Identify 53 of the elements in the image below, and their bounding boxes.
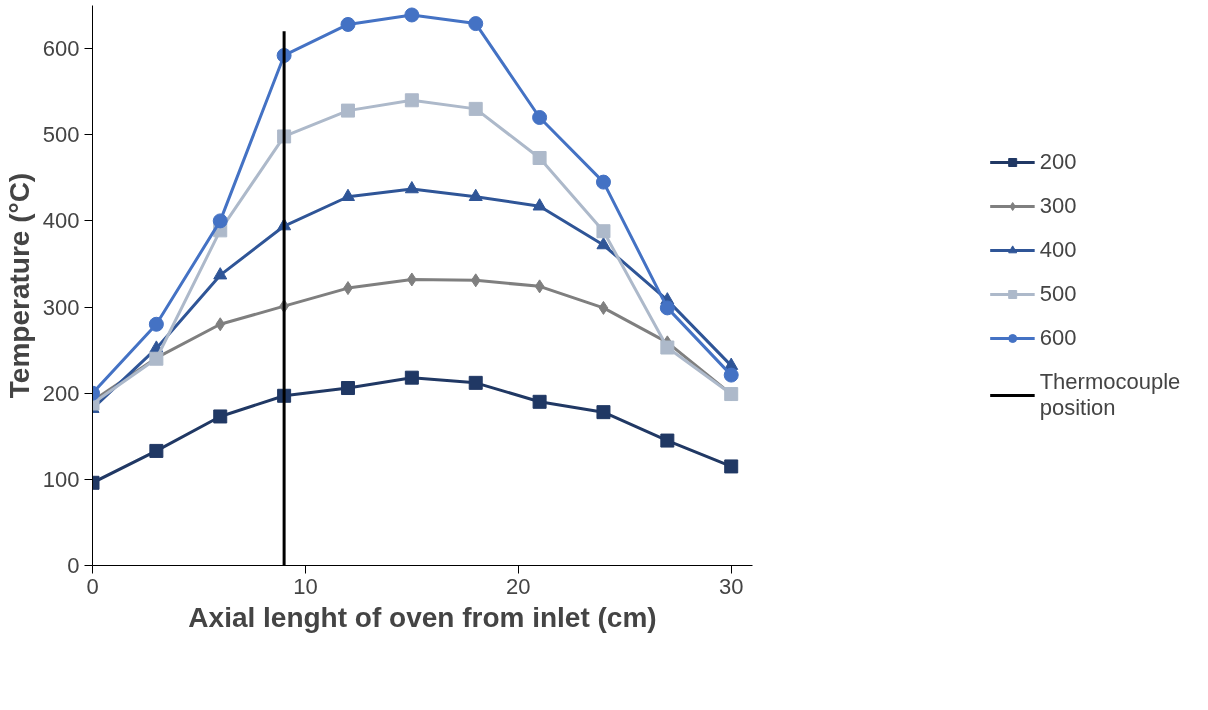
point [404, 181, 419, 194]
x-axis-title: Axial lenght of oven from inlet (cm) [188, 601, 657, 633]
point [534, 279, 545, 294]
point [596, 405, 611, 420]
point [468, 101, 483, 116]
y-tick-label: 600 [42, 36, 80, 62]
point [212, 213, 228, 229]
legend-label: Thermocouple position [1039, 369, 1181, 421]
point [404, 370, 419, 385]
point [660, 433, 675, 448]
point [659, 300, 675, 316]
point [723, 367, 739, 383]
x-tick-label: 0 [86, 573, 99, 599]
y-tick-label: 300 [42, 294, 80, 320]
point [149, 443, 164, 458]
point [532, 394, 547, 409]
y-tick-label: 200 [42, 380, 80, 406]
legend-label: 500 [1039, 281, 1077, 307]
point [595, 174, 611, 190]
point [340, 103, 355, 118]
point [596, 237, 611, 250]
legend-label: 200 [1039, 149, 1077, 175]
point [532, 198, 547, 211]
legend-label: 300 [1039, 193, 1077, 219]
point [213, 267, 228, 280]
y-tick-label: 100 [42, 466, 80, 492]
point [468, 16, 484, 32]
x-tick-label: 10 [293, 573, 318, 599]
point [148, 316, 164, 332]
point [596, 224, 611, 239]
point [213, 409, 228, 424]
point [470, 273, 481, 288]
legend-label: 600 [1039, 325, 1077, 351]
y-tick-label: 500 [42, 122, 80, 148]
point [468, 375, 483, 390]
x-tick-label: 20 [506, 573, 531, 599]
point [532, 150, 547, 165]
point [340, 188, 355, 202]
point [598, 300, 609, 315]
point [340, 16, 356, 32]
y-tick-label: 0 [67, 553, 80, 578]
point [215, 317, 226, 332]
y-tick-label: 400 [42, 208, 80, 234]
point [340, 381, 355, 396]
point [724, 459, 739, 474]
point [532, 110, 548, 125]
point [468, 188, 483, 202]
point [404, 7, 420, 23]
x-tick-label: 30 [718, 573, 744, 599]
point [660, 340, 675, 355]
point [404, 93, 419, 108]
y-axis-title: Temperature (°C) [3, 172, 35, 399]
legend-label: 400 [1039, 237, 1077, 263]
